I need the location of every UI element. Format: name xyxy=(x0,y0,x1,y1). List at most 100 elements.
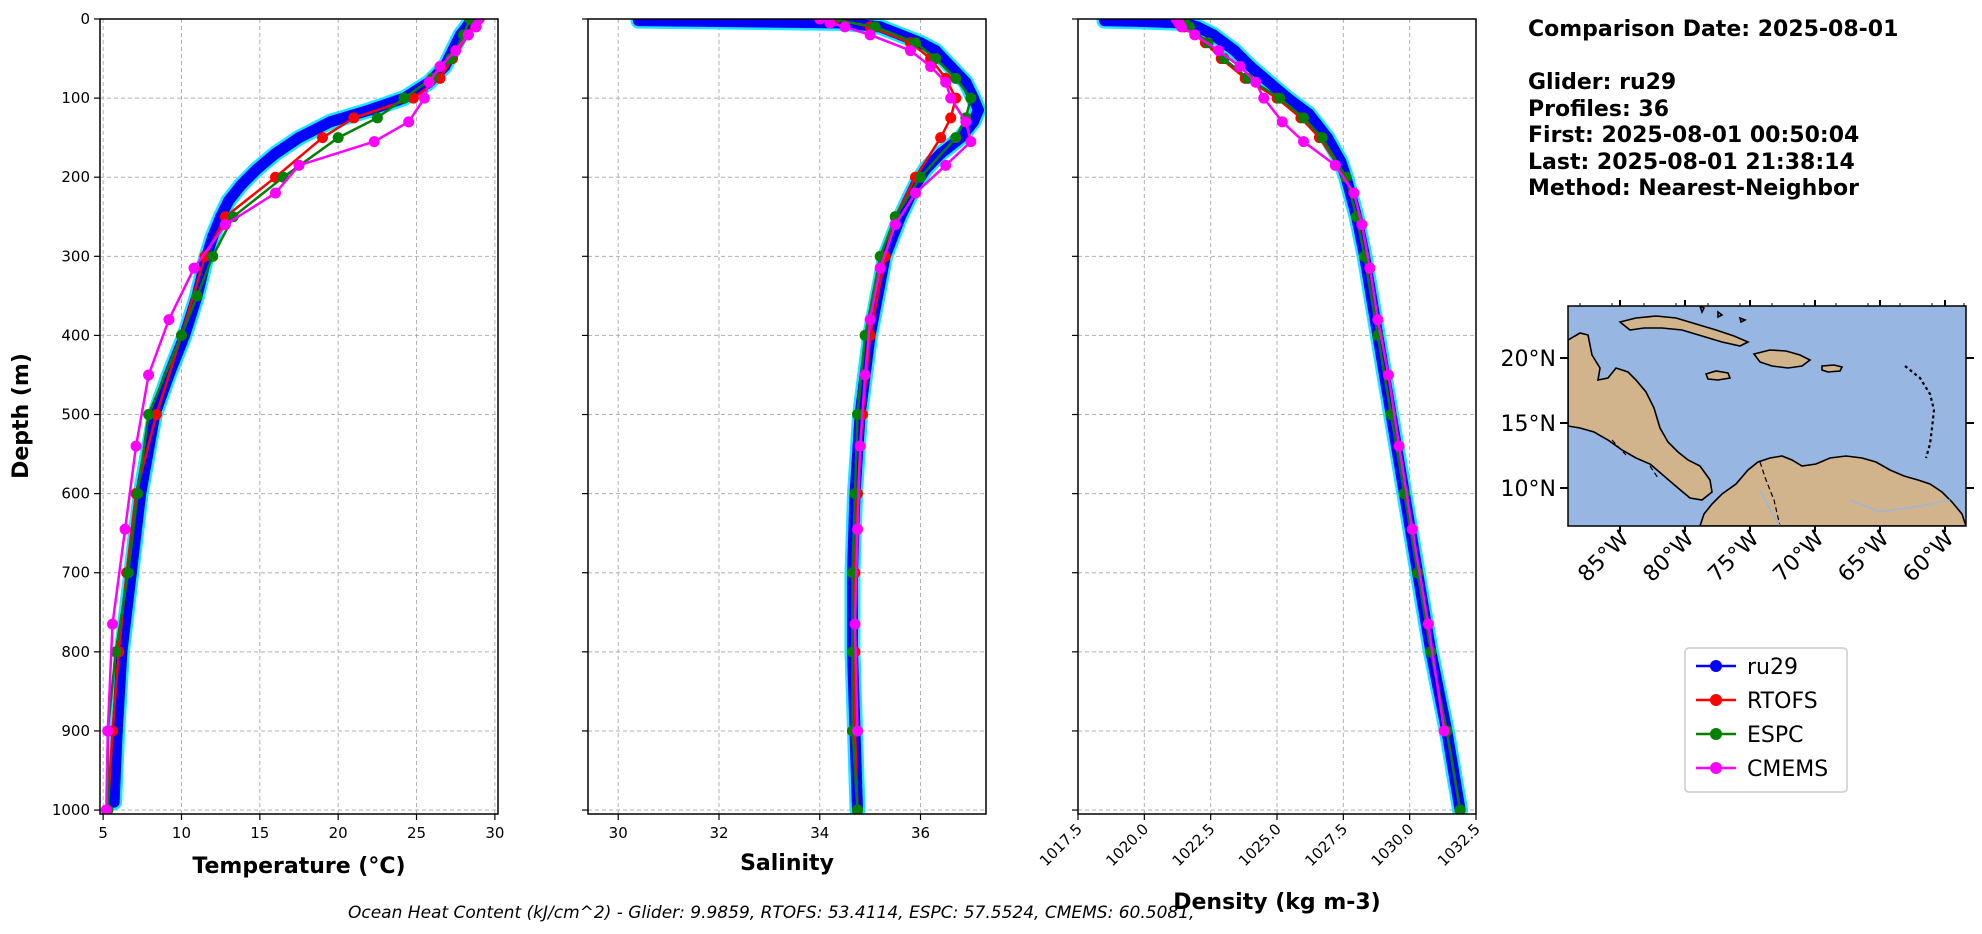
glider-name: Glider: ru29 xyxy=(1528,70,1676,95)
data-point xyxy=(219,219,231,231)
data-point xyxy=(1263,76,1275,88)
data-point xyxy=(293,132,305,144)
land-central-america xyxy=(1568,332,1713,501)
data-point xyxy=(219,211,231,223)
legend-frame xyxy=(1684,647,1848,793)
x-tick-label: 30 xyxy=(609,824,628,842)
map-inset: 20°N 15°N 10°N 85°W 80°W 75°W 70°W 65°W 60°W xyxy=(1501,300,1974,587)
border-lines xyxy=(1611,439,1781,526)
data-point xyxy=(150,409,162,421)
land-jamaica xyxy=(1704,370,1732,381)
data-point xyxy=(450,45,462,57)
data-point xyxy=(960,76,972,88)
data-point xyxy=(1133,19,1145,27)
data-point xyxy=(852,523,864,535)
x-tick-label: 1022.5 xyxy=(1169,820,1219,870)
y-tick-label: 1000 xyxy=(52,801,90,819)
data-point xyxy=(889,219,901,231)
data-point xyxy=(915,171,927,183)
series-ru29 xyxy=(106,19,480,811)
map-frame xyxy=(1567,305,1967,527)
data-point xyxy=(1229,45,1241,57)
map-lat-label: 15°N xyxy=(1501,412,1556,437)
data-point xyxy=(1213,45,1225,57)
map-lon-label: 75°W xyxy=(1704,526,1765,587)
axes-frame xyxy=(99,18,499,815)
plot-area xyxy=(100,19,485,814)
legend-marker xyxy=(1710,694,1722,706)
data-point xyxy=(107,618,119,630)
data-point xyxy=(859,369,871,381)
data-point xyxy=(1422,618,1434,630)
x-tick-label: 10 xyxy=(172,824,191,842)
map-lat-label: 10°N xyxy=(1501,477,1556,502)
data-point xyxy=(1406,523,1418,535)
data-point xyxy=(1316,132,1328,144)
data-point xyxy=(100,804,112,814)
series-cmems xyxy=(1170,19,1450,737)
temperature-panel: 0 100 200 300 400 500 600 700 800 900 1000 5 10 15 20 2… xyxy=(52,10,505,842)
y-tick-label: 100 xyxy=(61,89,90,107)
data-point xyxy=(852,409,864,421)
data-point xyxy=(945,92,957,104)
data-point xyxy=(864,29,876,41)
legend: ru29 RTOFS ESPC CMEMS xyxy=(1684,647,1848,793)
legend-item-cmems: CMEMS xyxy=(1696,757,1828,782)
data-point xyxy=(368,136,380,148)
legend-label: CMEMS xyxy=(1747,757,1828,782)
y-axis-label: Depth (m) xyxy=(9,353,34,479)
data-point xyxy=(849,618,861,630)
last-time: Last: 2025-08-01 21:38:14 xyxy=(1528,150,1855,175)
data-point xyxy=(227,211,239,223)
data-point xyxy=(1234,60,1246,72)
map-lon-label: 85°W xyxy=(1574,526,1635,587)
series-spread-band xyxy=(630,19,986,814)
data-point xyxy=(175,329,187,341)
legend-marker xyxy=(1710,660,1722,672)
legend-item-espc: ESPC xyxy=(1696,723,1804,748)
series-line xyxy=(819,19,973,731)
x-tick-label: 1027.5 xyxy=(1301,820,1351,870)
x-tick-label: 1025.0 xyxy=(1235,820,1285,870)
data-point xyxy=(348,112,360,124)
data-point xyxy=(119,523,131,535)
x-tick-label: 32 xyxy=(709,824,728,842)
data-point xyxy=(407,92,419,104)
data-point xyxy=(965,136,977,148)
x-tick-label: 5 xyxy=(98,824,108,842)
data-point xyxy=(950,72,962,84)
data-point xyxy=(1372,314,1384,326)
data-point xyxy=(940,76,952,88)
legend-item-rtofs: RTOFS xyxy=(1696,689,1818,714)
data-point xyxy=(814,19,826,25)
y-tick-label: 800 xyxy=(61,643,90,661)
plot-area xyxy=(630,19,986,814)
series-ru29 xyxy=(630,19,986,814)
data-point xyxy=(188,262,200,274)
data-point xyxy=(1276,116,1288,128)
data-point xyxy=(199,250,211,262)
data-point xyxy=(864,314,876,326)
legend-items: ru29 RTOFS ESPC CMEMS xyxy=(1696,655,1828,782)
profile-count: Profiles: 36 xyxy=(1528,97,1669,122)
map-lat-label: 20°N xyxy=(1501,347,1556,372)
data-point xyxy=(1340,171,1352,183)
data-point xyxy=(1218,37,1230,49)
data-point xyxy=(1298,112,1310,124)
data-point xyxy=(403,116,415,128)
data-point xyxy=(874,262,886,274)
data-point xyxy=(703,19,715,27)
data-point xyxy=(163,314,175,326)
data-point xyxy=(965,92,977,104)
series-line xyxy=(632,19,984,814)
data-point xyxy=(269,187,281,199)
comparison-date: Comparison Date: 2025-08-01 xyxy=(1528,17,1898,42)
data-point xyxy=(869,21,881,33)
legend-marker xyxy=(1710,728,1722,740)
plot-area xyxy=(1096,19,1469,814)
y-tick-label: 400 xyxy=(61,326,90,344)
series-cmems xyxy=(814,19,977,737)
x-tick-label: 1017.5 xyxy=(1036,820,1086,870)
data-point xyxy=(371,112,383,124)
